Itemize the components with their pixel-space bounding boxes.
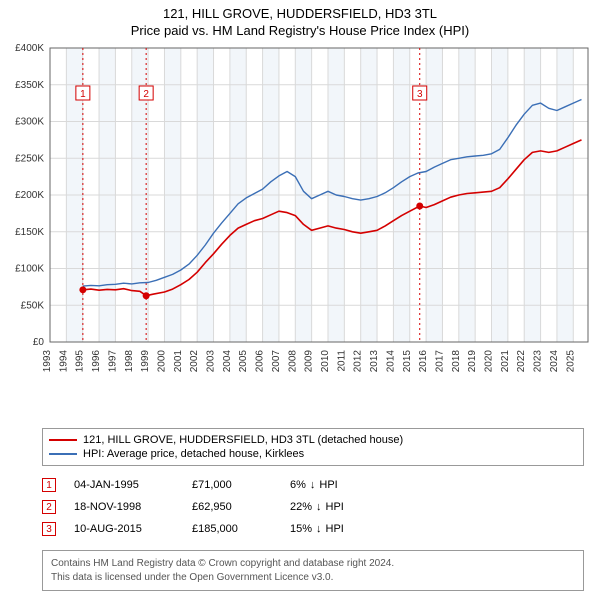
sale-price: £185,000 xyxy=(192,523,272,535)
svg-text:£350K: £350K xyxy=(15,80,44,91)
svg-text:1998: 1998 xyxy=(124,350,135,373)
sale-marker: 3 xyxy=(42,522,56,536)
sale-diff-hpi-label: HPI xyxy=(326,523,344,535)
svg-text:2024: 2024 xyxy=(549,350,560,373)
sale-marker: 2 xyxy=(42,500,56,514)
svg-text:2016: 2016 xyxy=(418,350,429,373)
svg-text:1993: 1993 xyxy=(42,350,53,373)
attribution-line-1: Contains HM Land Registry data © Crown c… xyxy=(51,557,575,571)
svg-text:2006: 2006 xyxy=(255,350,266,373)
legend-swatch xyxy=(49,439,77,441)
sale-diff-hpi-label: HPI xyxy=(319,479,337,491)
svg-text:2007: 2007 xyxy=(271,350,282,373)
svg-text:2005: 2005 xyxy=(238,350,249,373)
legend-item: 121, HILL GROVE, HUDDERSFIELD, HD3 3TL (… xyxy=(49,433,577,447)
svg-text:£200K: £200K xyxy=(15,190,44,201)
sale-date: 10-AUG-2015 xyxy=(74,523,174,535)
svg-text:£150K: £150K xyxy=(15,227,44,238)
svg-text:2022: 2022 xyxy=(516,350,527,373)
sale-row: 1 04-JAN-1995 £71,000 6% ↓HPI xyxy=(42,474,584,496)
sales-table: 104-JAN-1995£71,0006%↓HPI218-NOV-1998£62… xyxy=(42,474,584,540)
sale-marker: 1 xyxy=(42,478,56,492)
svg-text:3: 3 xyxy=(417,89,423,100)
legend-item: HPI: Average price, detached house, Kirk… xyxy=(49,447,577,461)
line-chart-svg: £0 £50K £100K £150K £200K £250K £300K £350K £400… xyxy=(0,42,600,422)
sale-diff-pct: 6% xyxy=(290,479,306,491)
svg-text:2020: 2020 xyxy=(484,350,495,373)
svg-text:£0: £0 xyxy=(33,337,45,348)
svg-text:2003: 2003 xyxy=(206,350,217,373)
svg-text:1995: 1995 xyxy=(75,350,86,373)
sale-hpi-diff: 22% ↓ HPI xyxy=(290,501,344,513)
svg-text:2009: 2009 xyxy=(304,350,315,373)
svg-text:2: 2 xyxy=(143,89,149,100)
svg-text:2018: 2018 xyxy=(451,350,462,373)
svg-text:£300K: £300K xyxy=(15,117,44,128)
chart-subtitle: Price paid vs. HM Land Registry's House … xyxy=(0,21,600,42)
svg-text:2013: 2013 xyxy=(369,350,380,373)
legend-box: 121, HILL GROVE, HUDDERSFIELD, HD3 3TL (… xyxy=(42,428,584,466)
sale-date: 18-NOV-1998 xyxy=(74,501,174,513)
chart-title: 121, HILL GROVE, HUDDERSFIELD, HD3 3TL xyxy=(0,0,600,21)
svg-text:2002: 2002 xyxy=(189,350,200,373)
chart-plot-area: £0 £50K £100K £150K £200K £250K £300K £350K £400… xyxy=(0,42,600,422)
svg-text:£100K: £100K xyxy=(15,264,44,275)
svg-text:£400K: £400K xyxy=(15,43,44,54)
svg-text:2019: 2019 xyxy=(467,350,478,373)
svg-text:1997: 1997 xyxy=(107,350,118,373)
sale-date: 04-JAN-1995 xyxy=(74,479,174,491)
svg-text:2012: 2012 xyxy=(353,350,364,373)
sale-price: £62,950 xyxy=(192,501,272,513)
svg-text:£50K: £50K xyxy=(21,300,45,311)
arrow-down-icon: ↓ xyxy=(310,479,316,491)
sale-row: 2 18-NOV-1998 £62,950 22% ↓ HPI xyxy=(42,496,584,518)
svg-text:1999: 1999 xyxy=(140,350,151,373)
svg-text:1994: 1994 xyxy=(58,350,69,373)
sale-hpi-diff: 6% ↓HPI xyxy=(290,479,338,491)
sale-diff-pct: 22% xyxy=(290,501,312,513)
sale-diff-hpi-label: HPI xyxy=(326,501,344,513)
svg-text:2010: 2010 xyxy=(320,350,331,373)
svg-text:2000: 2000 xyxy=(156,350,167,373)
svg-text:2008: 2008 xyxy=(287,350,298,373)
sale-row: 3 10-AUG-2015 £185,000 15% ↓ HPI xyxy=(42,518,584,540)
svg-text:2011: 2011 xyxy=(336,350,347,372)
legend-label: HPI: Average price, detached house, Kirk… xyxy=(83,448,304,460)
svg-text:2004: 2004 xyxy=(222,350,233,373)
chart-container: 121, HILL GROVE, HUDDERSFIELD, HD3 3TL P… xyxy=(0,0,600,591)
svg-text:2023: 2023 xyxy=(533,350,544,373)
attribution-box: Contains HM Land Registry data © Crown c… xyxy=(42,550,584,591)
sale-price: £71,000 xyxy=(192,479,272,491)
svg-text:2021: 2021 xyxy=(500,350,511,373)
legend-swatch xyxy=(49,453,77,455)
sale-diff-pct: 15% xyxy=(290,523,312,535)
svg-text:2015: 2015 xyxy=(402,350,413,373)
arrow-down-icon: ↓ xyxy=(316,523,322,535)
legend-label: 121, HILL GROVE, HUDDERSFIELD, HD3 3TL (… xyxy=(83,434,403,446)
svg-text:2025: 2025 xyxy=(565,350,576,373)
svg-text:1996: 1996 xyxy=(91,350,102,373)
svg-text:2001: 2001 xyxy=(173,350,184,373)
svg-text:2017: 2017 xyxy=(434,350,445,373)
arrow-down-icon: ↓ xyxy=(316,501,322,513)
svg-text:2014: 2014 xyxy=(385,350,396,373)
attribution-line-2: This data is licensed under the Open Gov… xyxy=(51,571,575,585)
svg-text:£250K: £250K xyxy=(15,153,44,164)
sale-hpi-diff: 15% ↓ HPI xyxy=(290,523,344,535)
svg-text:1: 1 xyxy=(80,89,86,100)
